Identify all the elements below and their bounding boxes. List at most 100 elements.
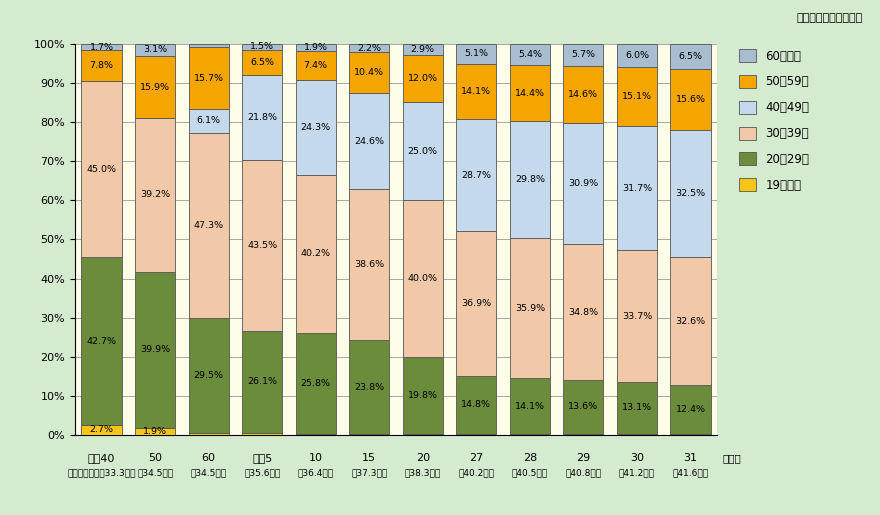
Text: 23.8%: 23.8%: [354, 383, 385, 391]
Bar: [563, 66, 604, 123]
Text: 40.2%: 40.2%: [301, 249, 331, 259]
Bar: [188, 318, 229, 433]
Bar: [135, 271, 175, 428]
Bar: [242, 331, 282, 433]
Text: 2.7%: 2.7%: [90, 425, 114, 434]
Bar: [671, 44, 710, 69]
Bar: [349, 340, 389, 434]
Text: 15.7%: 15.7%: [194, 74, 224, 82]
Bar: [671, 69, 710, 130]
Bar: [242, 49, 282, 75]
Bar: [617, 250, 657, 382]
Text: 28.7%: 28.7%: [461, 170, 491, 180]
Text: 7.4%: 7.4%: [304, 61, 327, 70]
Bar: [510, 238, 550, 379]
Text: 31.7%: 31.7%: [622, 184, 652, 193]
Bar: [349, 93, 389, 190]
Text: 6.5%: 6.5%: [678, 52, 702, 61]
Text: 5.1%: 5.1%: [465, 49, 488, 58]
Text: 15.6%: 15.6%: [676, 95, 706, 104]
Text: 13.6%: 13.6%: [568, 403, 598, 411]
Text: 12.4%: 12.4%: [676, 405, 706, 414]
Text: 15.9%: 15.9%: [140, 82, 170, 92]
Text: 1.9%: 1.9%: [143, 427, 167, 436]
Text: 5.4%: 5.4%: [517, 50, 542, 59]
Text: 14.6%: 14.6%: [568, 90, 598, 99]
Bar: [456, 119, 496, 231]
Bar: [617, 126, 657, 250]
Text: （40.2歳）: （40.2歳）: [458, 469, 495, 477]
Bar: [188, 44, 229, 47]
Bar: [403, 55, 443, 102]
Text: 27: 27: [469, 453, 483, 463]
Text: 29.5%: 29.5%: [194, 371, 224, 380]
Text: 47.3%: 47.3%: [194, 221, 224, 230]
Text: 40.0%: 40.0%: [407, 274, 437, 283]
Text: （各年４月１日現在）: （各年４月１日現在）: [796, 13, 862, 23]
Bar: [456, 44, 496, 64]
Text: 42.7%: 42.7%: [86, 336, 116, 346]
Bar: [563, 434, 604, 435]
Text: 1.5%: 1.5%: [250, 42, 275, 51]
Text: 6.0%: 6.0%: [625, 51, 649, 60]
Text: 12.0%: 12.0%: [407, 74, 437, 83]
Bar: [510, 121, 550, 238]
Bar: [456, 375, 496, 434]
Bar: [349, 434, 389, 435]
Text: 33.7%: 33.7%: [622, 312, 652, 321]
Bar: [349, 53, 389, 93]
Text: （35.6歳）: （35.6歳）: [244, 469, 281, 477]
Text: （年）: （年）: [722, 453, 741, 463]
Text: （37.3歳）: （37.3歳）: [351, 469, 387, 477]
Text: 昭和40: 昭和40: [88, 453, 115, 463]
Bar: [82, 50, 121, 81]
Bar: [456, 64, 496, 119]
Text: （40.5歳）: （40.5歳）: [512, 469, 548, 477]
Text: 38.6%: 38.6%: [354, 261, 385, 269]
Bar: [510, 379, 550, 434]
Text: 32.5%: 32.5%: [675, 190, 706, 198]
Text: （41.6歳）: （41.6歳）: [672, 469, 708, 477]
Bar: [82, 258, 121, 424]
Text: 26.1%: 26.1%: [247, 377, 277, 386]
Bar: [135, 428, 175, 435]
Bar: [563, 44, 604, 66]
Text: 20: 20: [415, 453, 429, 463]
Text: 5.7%: 5.7%: [571, 50, 596, 59]
Text: 31: 31: [684, 453, 698, 463]
Text: 7.8%: 7.8%: [90, 61, 114, 70]
Bar: [242, 44, 282, 49]
Text: 36.9%: 36.9%: [461, 299, 491, 308]
Text: 平成5: 平成5: [252, 453, 272, 463]
Bar: [617, 434, 657, 435]
Bar: [188, 109, 229, 133]
Text: 21.8%: 21.8%: [247, 113, 277, 122]
Text: 34.8%: 34.8%: [568, 308, 598, 317]
Text: 10.4%: 10.4%: [355, 68, 385, 77]
Bar: [296, 51, 336, 80]
Bar: [403, 356, 443, 434]
Text: 50: 50: [148, 453, 162, 463]
Bar: [403, 44, 443, 55]
Text: 29.8%: 29.8%: [515, 175, 545, 184]
Bar: [617, 44, 657, 67]
Text: 2.9%: 2.9%: [411, 45, 435, 54]
Text: （41.2歳）: （41.2歳）: [619, 469, 655, 477]
Text: 15.1%: 15.1%: [622, 92, 652, 101]
Text: 32.6%: 32.6%: [675, 317, 706, 326]
Text: 28: 28: [523, 453, 537, 463]
Bar: [403, 102, 443, 200]
Text: 24.6%: 24.6%: [355, 137, 385, 146]
Bar: [242, 75, 282, 160]
Bar: [188, 433, 229, 435]
Bar: [671, 258, 710, 385]
Bar: [82, 81, 121, 258]
Bar: [349, 44, 389, 53]
Text: （40.8歳）: （40.8歳）: [565, 469, 601, 477]
Bar: [296, 175, 336, 333]
Text: 1.9%: 1.9%: [304, 43, 327, 52]
Bar: [510, 65, 550, 121]
Bar: [671, 434, 710, 435]
Bar: [135, 44, 175, 56]
Text: 10: 10: [309, 453, 323, 463]
